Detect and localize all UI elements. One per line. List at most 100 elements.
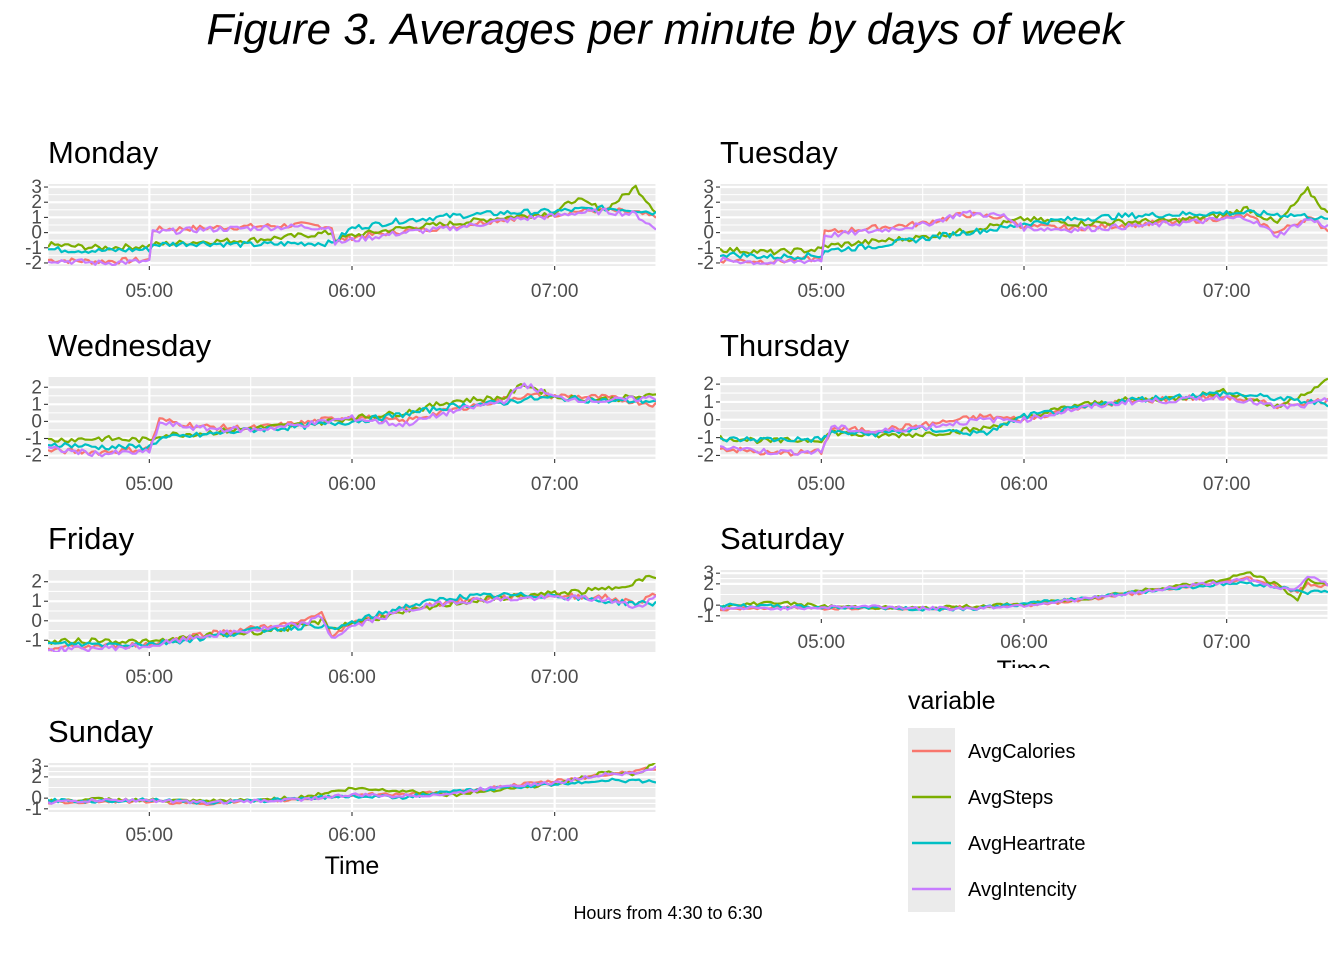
x-tick-label: 05:00 (126, 281, 174, 302)
figure-title: Figure 3. Averages per minute by days of… (206, 5, 1125, 54)
series-line-avgintencity (720, 394, 1328, 456)
x-tick-label: 07:00 (531, 825, 579, 846)
series-group (720, 571, 1328, 612)
x-tick-label: 06:00 (328, 667, 376, 688)
legend-entry-avgcalories: AvgCalories (912, 741, 1075, 763)
panel-title: Friday (48, 521, 135, 556)
panel-title: Sunday (48, 714, 154, 749)
y-tick-label: -2 (25, 253, 42, 274)
x-tick-label: 07:00 (531, 667, 579, 688)
y-tick-label: -1 (25, 429, 42, 450)
y-tick-label: 1 (31, 207, 42, 228)
y-tick-label: -1 (697, 238, 714, 259)
x-tick-label: 05:00 (798, 281, 846, 302)
y-tick-label: 1 (703, 207, 714, 228)
legend-entry-avgsteps: AvgSteps (912, 787, 1053, 809)
x-tick-label: 07:00 (531, 474, 579, 495)
series-line-avgsteps (720, 186, 1328, 256)
x-tick-label: 06:00 (328, 474, 376, 495)
y-tick-label: -2 (697, 253, 714, 274)
series-group (48, 382, 656, 458)
series-line-avgsteps (720, 571, 1328, 611)
y-tick-label: -1 (697, 428, 714, 449)
y-tick-label: -2 (697, 445, 714, 466)
y-tick-label: 3 (31, 756, 42, 777)
y-tick-label: 2 (703, 374, 714, 395)
y-tick-label: 2 (31, 767, 42, 788)
series-line-avgintencity (720, 209, 1328, 266)
caption: Hours from 4:30 to 6:30 (573, 903, 762, 923)
y-tick-label: 3 (703, 177, 714, 198)
panel-title: Saturday (720, 521, 845, 556)
series-group (48, 184, 656, 266)
series-line-avgintencity (48, 382, 656, 458)
panel-title: Thursday (720, 328, 850, 363)
y-tick-label: 0 (31, 411, 42, 432)
legend-label: AvgCalories (968, 741, 1075, 763)
y-tick-label: 0 (31, 611, 42, 632)
series-group (48, 763, 656, 806)
series-line-avgheartrate (720, 390, 1328, 443)
series-group (48, 574, 656, 652)
legend-title: variable (908, 687, 996, 715)
legend-label: AvgIntencity (968, 879, 1077, 901)
y-tick-label: 1 (31, 591, 42, 612)
y-tick-label: 0 (31, 223, 42, 244)
y-tick-label: 3 (703, 563, 714, 584)
y-tick-label: -1 (25, 799, 42, 820)
x-tick-label: 06:00 (1000, 474, 1048, 495)
y-tick-label: 2 (703, 192, 714, 213)
x-tick-label: 07:00 (531, 281, 579, 302)
x-tick-label: 05:00 (798, 632, 846, 653)
y-tick-label: -1 (25, 630, 42, 651)
series-line-avgintencity (720, 575, 1328, 612)
y-tick-label: 1 (31, 394, 42, 415)
x-tick-label: 06:00 (328, 825, 376, 846)
legend-entry-avgheartrate: AvgHeartrate (912, 833, 1085, 855)
series-line-avgintencity (48, 593, 656, 652)
x-axis-title: Time (997, 656, 1052, 684)
x-tick-label: 06:00 (328, 281, 376, 302)
y-tick-label: -1 (25, 238, 42, 259)
y-tick-label: 1 (703, 392, 714, 413)
y-tick-label: 0 (703, 223, 714, 244)
panel-title: Monday (48, 135, 159, 170)
x-tick-label: 05:00 (126, 474, 174, 495)
series-line-avgintencity (48, 207, 656, 266)
series-line-avgheartrate (48, 591, 656, 648)
x-tick-label: 05:00 (126, 825, 174, 846)
panel-title: Tuesday (720, 135, 838, 170)
x-tick-label: 06:00 (1000, 632, 1048, 653)
y-tick-label: 0 (703, 410, 714, 431)
y-tick-label: 2 (31, 377, 42, 398)
legend-label: AvgSteps (968, 787, 1053, 809)
y-tick-label: 0 (703, 595, 714, 616)
series-group (720, 377, 1328, 457)
y-tick-label: 0 (31, 788, 42, 809)
series-line-avgintencity (48, 765, 656, 806)
y-tick-label: 2 (31, 192, 42, 213)
x-tick-label: 07:00 (1203, 632, 1251, 653)
x-tick-label: 06:00 (1000, 281, 1048, 302)
y-tick-label: 2 (703, 574, 714, 595)
x-tick-label: 05:00 (126, 667, 174, 688)
x-axis-title: Time (325, 852, 380, 880)
panel-title: Wednesday (48, 328, 212, 363)
series-line-avgsteps (48, 184, 656, 251)
x-tick-label: 07:00 (1203, 281, 1251, 302)
y-tick-label: 3 (31, 177, 42, 198)
legend-label: AvgHeartrate (968, 833, 1085, 855)
y-tick-label: -2 (25, 446, 42, 467)
legend-key-background (908, 728, 955, 912)
legend: variable AvgCalories AvgSteps AvgHeartrate A… (908, 687, 1085, 912)
x-tick-label: 05:00 (798, 474, 846, 495)
x-tick-label: 07:00 (1203, 474, 1251, 495)
